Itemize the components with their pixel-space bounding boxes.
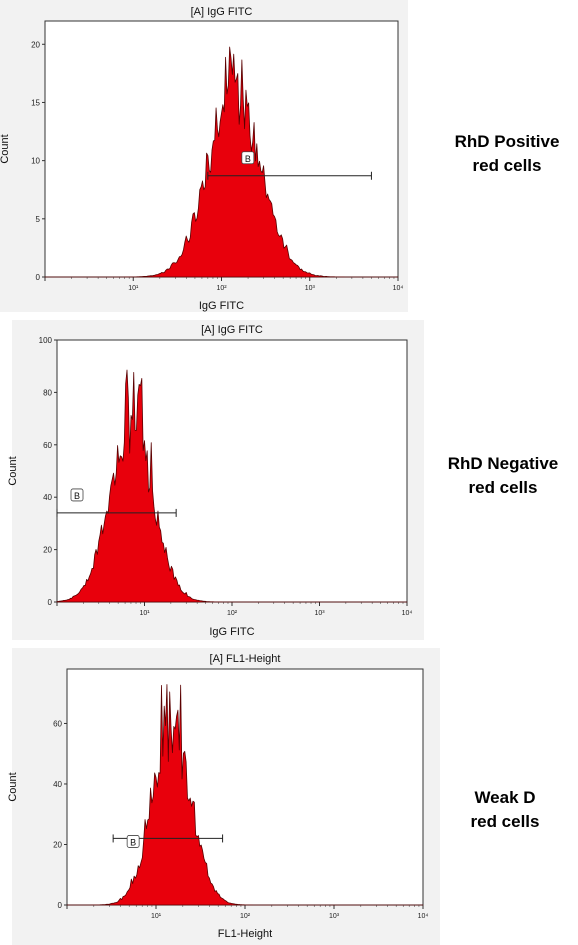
y-tick-label: 20 — [31, 40, 40, 49]
x-tick-label: 10⁴ — [418, 913, 429, 920]
histogram-fill — [44, 46, 399, 278]
y-tick-label: 100 — [39, 336, 53, 345]
y-tick-label: 0 — [48, 598, 53, 607]
gate-label-box — [126, 835, 140, 848]
x-axis-label: IgG FITC — [199, 300, 244, 312]
y-tick-label: 10 — [31, 157, 40, 166]
side-label-rhd-positive: RhD Positive red cells — [432, 130, 578, 178]
chart-title: [A] FL1-Height — [210, 653, 281, 665]
y-tick-label: 40 — [43, 493, 52, 502]
y-axis-label: Count — [7, 456, 19, 485]
gate-label: B — [130, 837, 136, 847]
x-tick-label: 10³ — [305, 285, 316, 292]
y-tick-label: 5 — [36, 215, 41, 224]
side-label-line-2: red cells — [468, 478, 538, 497]
x-tick-label: 10⁴ — [393, 285, 404, 292]
y-axis-label: Count — [0, 134, 11, 163]
histogram-fill — [66, 684, 424, 906]
y-tick-label: 20 — [43, 546, 52, 555]
y-tick-label: 0 — [58, 901, 63, 910]
gate-label: B — [74, 491, 80, 501]
y-tick-label: 60 — [43, 441, 52, 450]
x-tick-label: 10² — [227, 610, 238, 617]
x-tick-label: 10¹ — [139, 610, 150, 617]
x-tick-label: 10² — [216, 285, 227, 292]
histogram-fill — [56, 369, 408, 603]
y-tick-label: 40 — [53, 780, 62, 789]
gate-label-box — [70, 488, 84, 502]
gate-label-box — [241, 151, 255, 165]
side-label-rhd-negative: RhD Negative red cells — [428, 452, 578, 500]
x-tick-label: 10¹ — [128, 285, 139, 292]
x-tick-label: 10³ — [329, 913, 340, 920]
x-tick-label: 10⁴ — [402, 610, 413, 617]
side-label-line-1: RhD Positive — [454, 132, 560, 151]
side-label-weak-d: Weak D red cells — [430, 786, 578, 834]
chart-title: [A] IgG FITC — [191, 6, 253, 18]
x-axis-label: IgG FITC — [209, 626, 254, 638]
plot-area — [66, 668, 424, 906]
y-tick-label: 15 — [31, 98, 40, 107]
x-tick-label: 10² — [240, 913, 251, 920]
side-label-line-1: RhD Negative — [447, 454, 559, 473]
y-tick-label: 20 — [53, 840, 62, 849]
x-tick-label: 10¹ — [151, 913, 162, 920]
y-tick-label: 0 — [36, 273, 41, 282]
side-label-line-2: red cells — [472, 156, 542, 175]
y-axis-label: Count — [7, 772, 19, 801]
gate-label: B — [245, 154, 251, 164]
x-axis-label: FL1-Height — [218, 928, 272, 940]
side-label-line-1: Weak D — [474, 788, 536, 807]
x-tick-label: 10³ — [314, 610, 325, 617]
y-tick-label: 80 — [43, 388, 52, 397]
side-label-line-2: red cells — [470, 812, 540, 831]
chart-title: [A] IgG FITC — [201, 324, 263, 336]
y-tick-label: 60 — [53, 719, 62, 728]
